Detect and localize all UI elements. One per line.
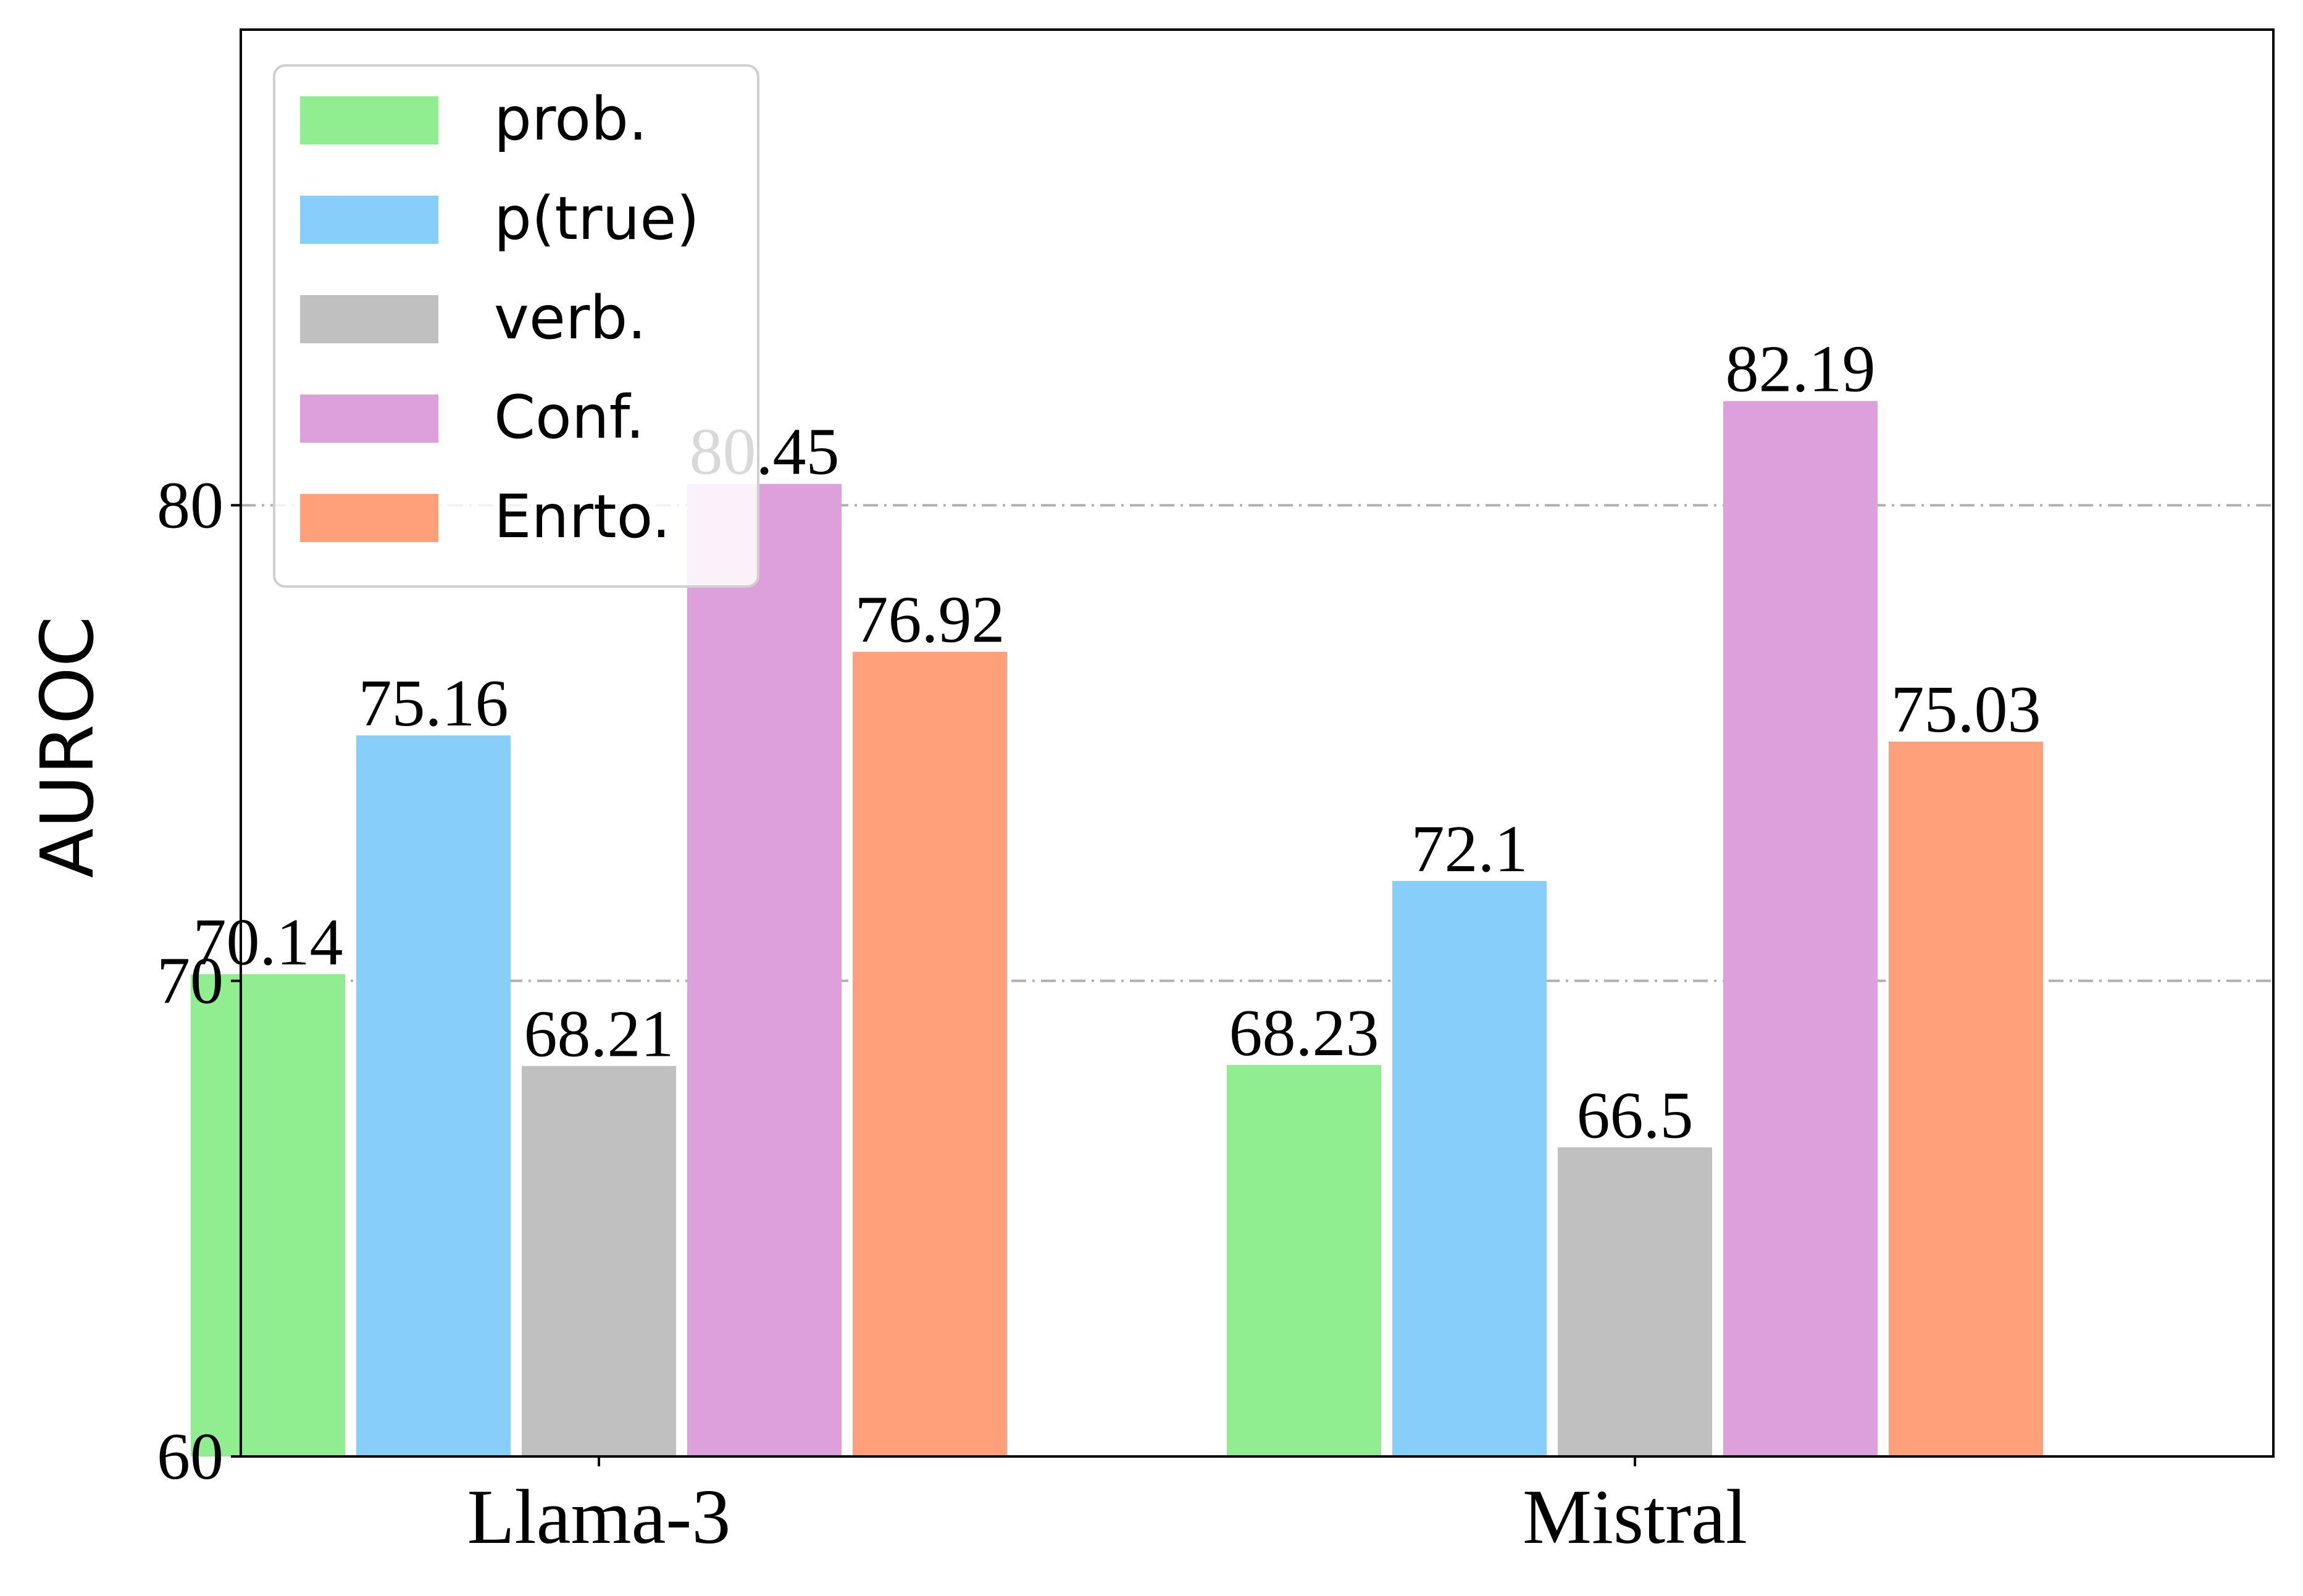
x-tick-label-1: Mistral xyxy=(1523,1474,1747,1560)
legend-label-2: verb. xyxy=(494,283,646,353)
legend: prob. p(true) verb. Conf. Enrto. xyxy=(273,64,759,588)
bar-value-label: 75.16 xyxy=(359,667,509,740)
bar-llama-3-0 xyxy=(191,974,345,1456)
bar-llama-3-2 xyxy=(522,1066,676,1456)
bars xyxy=(191,401,2043,1456)
bar-value-label: 75.03 xyxy=(1891,673,2041,746)
bar-mistral-0 xyxy=(1227,1065,1381,1456)
y-tick-label-60: 60 xyxy=(157,1420,224,1494)
bar-value-label: 68.23 xyxy=(1229,996,1379,1070)
y-axis-label: AUROC xyxy=(25,616,110,878)
bar-mistral-2 xyxy=(1558,1147,1712,1456)
x-tick-label-0: Llama-3 xyxy=(467,1474,731,1560)
legend-label-1: p(true) xyxy=(494,184,700,253)
legend-swatch-0 xyxy=(300,96,438,144)
bar-mistral-1 xyxy=(1392,880,1547,1456)
legend-label-3: Conf. xyxy=(494,383,645,452)
legend-swatch-4 xyxy=(300,494,438,542)
legend-swatch-3 xyxy=(300,395,438,443)
bar-llama-3-4 xyxy=(853,651,1007,1456)
legend-label-4: Enrto. xyxy=(494,482,671,551)
bar-value-label: 72.1 xyxy=(1411,813,1528,886)
bar-value-label: 76.92 xyxy=(855,583,1005,657)
legend-swatch-2 xyxy=(300,295,438,343)
bar-mistral-4 xyxy=(1889,742,2043,1456)
bar-mistral-3 xyxy=(1723,401,1878,1456)
y-tick-label-70: 70 xyxy=(157,945,224,1018)
bar-value-label: 68.21 xyxy=(524,998,674,1071)
legend-swatch-1 xyxy=(300,196,438,244)
bar-llama-3-3 xyxy=(687,483,842,1456)
plot-frame xyxy=(240,28,2275,1458)
bar-llama-3-1 xyxy=(356,735,511,1456)
y-axis: 60 70 80 xyxy=(157,469,241,1494)
bar-value-label: 70.14 xyxy=(193,906,343,979)
bar-value-label: 82.19 xyxy=(1726,333,1876,406)
x-axis: Llama-3 Mistral xyxy=(467,1456,1747,1560)
y-tick-label-80: 80 xyxy=(157,469,224,542)
legend-label-0: prob. xyxy=(494,85,647,154)
bar-value-label: 66.5 xyxy=(1577,1079,1694,1152)
